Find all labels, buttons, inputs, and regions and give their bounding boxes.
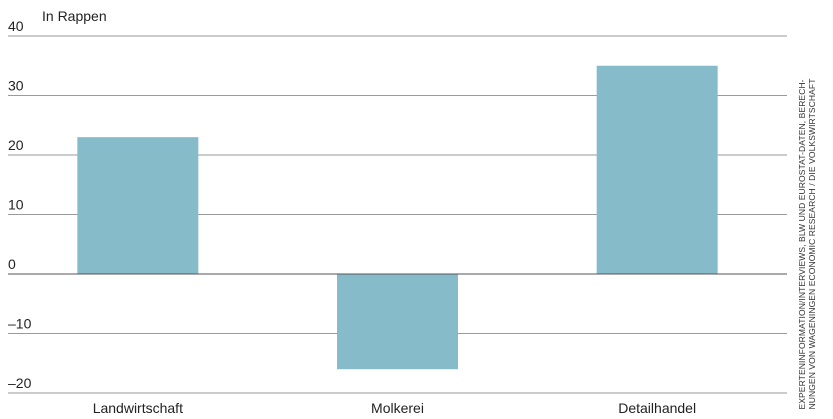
x-label-detailhandel: Detailhandel (618, 400, 696, 416)
y-tick-label: 40 (8, 18, 24, 34)
x-label-landwirtschaft: Landwirtschaft (93, 400, 183, 416)
source-line-1: Experteninformation/Interviews, BLW und … (797, 79, 807, 410)
y-tick-labels: –20 –10 0 10 20 30 40 (8, 18, 32, 391)
source-note: Experteninformation/Interviews, BLW und … (797, 5, 817, 410)
x-category-labels: Landwirtschaft Molkerei Detailhandel (93, 400, 696, 416)
y-tick-label: 0 (8, 256, 16, 272)
bars (77, 65, 718, 370)
y-tick-label: 10 (8, 197, 24, 213)
x-label-molkerei: Molkerei (371, 400, 424, 416)
bar-detailhandel (596, 65, 718, 274)
y-tick-label: 20 (8, 137, 24, 153)
bar-landwirtschaft (77, 137, 199, 274)
y-tick-label: –10 (8, 316, 32, 332)
bar-molkerei (337, 274, 458, 370)
y-tick-label: –20 (8, 375, 32, 391)
unit-label: In Rappen (42, 8, 107, 24)
y-tick-label: 30 (8, 78, 24, 94)
source-line-2: nungen von Wageningen Economic Research … (807, 78, 817, 410)
